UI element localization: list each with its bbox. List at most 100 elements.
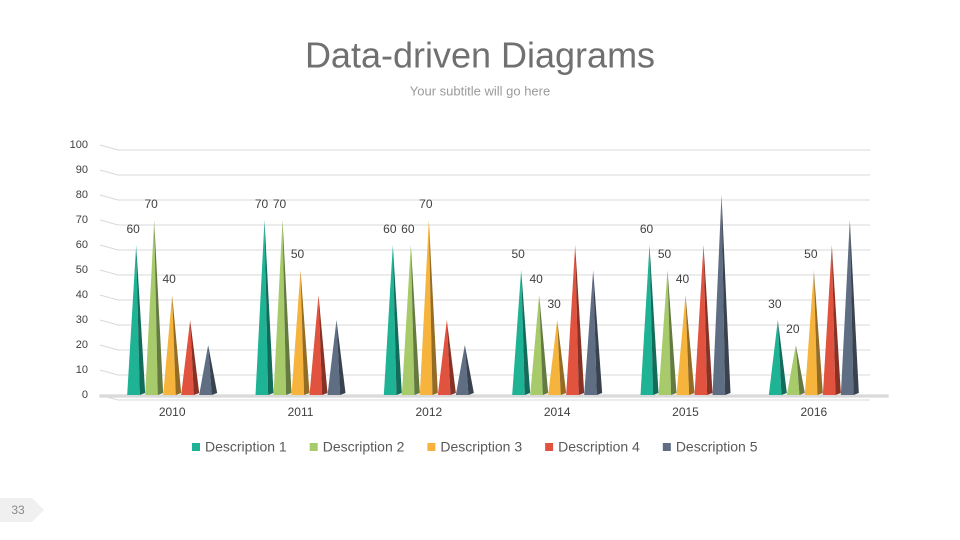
grid-line — [99, 344, 870, 351]
pyramid-side — [849, 220, 859, 395]
pyramid — [383, 245, 402, 395]
page-number: 33 — [11, 503, 25, 517]
x-tick-label: 2016 — [800, 405, 827, 419]
pyramid-side — [795, 345, 805, 395]
data-label: 20 — [786, 322, 800, 336]
pyramid-front — [840, 220, 854, 395]
pyramid-side — [464, 345, 474, 395]
pyramid-front — [309, 295, 323, 395]
pyramid-side — [593, 270, 603, 395]
pyramid — [786, 345, 805, 395]
pyramid — [804, 270, 823, 395]
pyramid-front — [676, 295, 690, 395]
pyramid-side — [649, 245, 659, 395]
data-label: 30 — [547, 297, 561, 311]
data-label: 60 — [126, 222, 140, 236]
pyramid-side — [190, 320, 200, 395]
pyramid-front — [455, 345, 469, 395]
y-tick-label: 0 — [82, 389, 88, 401]
pyramid-front — [437, 320, 451, 395]
pyramid-front — [768, 320, 782, 395]
legend-swatch — [192, 443, 200, 451]
pyramid-side — [428, 220, 438, 395]
pyramid — [127, 245, 146, 395]
pyramid-side — [136, 245, 146, 395]
pyramid-front — [383, 245, 397, 395]
pyramid-front — [566, 245, 579, 395]
y-tick-label: 70 — [76, 214, 88, 226]
grid-line — [99, 319, 870, 326]
chart-title: Data-driven Diagrams — [305, 35, 655, 76]
pyramid-side — [539, 295, 549, 395]
pyramid-side — [336, 320, 346, 395]
pyramid-front — [512, 270, 525, 395]
legend-swatch — [662, 443, 671, 451]
grid-line — [99, 269, 870, 276]
grid-line — [99, 369, 870, 376]
pyramid — [309, 295, 328, 395]
pyramid-side — [410, 245, 420, 395]
data-label: 40 — [529, 272, 543, 286]
pyramid-side — [667, 270, 677, 395]
legend-swatch — [427, 443, 436, 451]
x-tick-label: 2011 — [288, 405, 314, 419]
data-label: 50 — [511, 247, 525, 261]
grid-line — [99, 144, 870, 151]
pyramid — [584, 270, 603, 395]
pyramid-front — [291, 270, 305, 395]
pyramid — [694, 245, 713, 395]
pyramid-front — [327, 320, 341, 395]
pyramid — [822, 245, 841, 395]
pyramid — [255, 220, 274, 395]
data-label: 50 — [804, 247, 818, 261]
y-tick-label: 90 — [76, 164, 88, 176]
pyramid-side — [521, 270, 531, 395]
pyramid-side — [264, 220, 274, 395]
pyramid-side — [557, 320, 567, 395]
pyramid — [455, 345, 474, 395]
pyramid-side — [575, 245, 585, 395]
pyramid — [199, 345, 218, 395]
pyramid-front — [199, 345, 212, 395]
floor — [99, 394, 889, 398]
pyramid-side — [392, 245, 402, 395]
pyramid — [640, 245, 659, 395]
x-tick-label: 2015 — [672, 405, 699, 419]
pyramid-front — [786, 345, 800, 395]
y-tick-label: 30 — [76, 314, 88, 326]
pyramid — [530, 295, 549, 395]
pyramid — [401, 245, 420, 395]
page-tag — [0, 498, 44, 522]
pyramid-side — [831, 245, 841, 395]
data-label: 30 — [768, 297, 782, 311]
pyramid — [181, 320, 200, 395]
x-tick-label: 2012 — [415, 405, 442, 419]
grid-line — [99, 194, 870, 201]
pyramid-side — [446, 320, 456, 395]
data-label: 60 — [640, 222, 654, 236]
pyramid-front — [181, 320, 194, 395]
pyramid-front — [127, 245, 140, 395]
pyramid-front — [712, 195, 726, 395]
x-tick-label: 2014 — [544, 405, 571, 419]
pyramid-front — [419, 220, 433, 395]
y-tick-label: 60 — [76, 239, 88, 251]
pyramid-side — [703, 245, 713, 395]
pyramid-side — [300, 270, 310, 395]
legend-swatch — [545, 443, 554, 451]
grid-line — [99, 244, 870, 251]
legend-label: Description 3 — [440, 439, 522, 455]
pyramid — [437, 320, 456, 395]
data-label: 70 — [144, 197, 158, 211]
pyramid — [273, 220, 292, 395]
pyramid — [676, 295, 695, 395]
x-tick-label: 2010 — [159, 405, 186, 419]
data-label: 70 — [255, 197, 269, 211]
pyramid-side — [777, 320, 787, 395]
grid-line — [99, 219, 870, 226]
pyramid-side — [208, 345, 218, 395]
legend-label: Description 5 — [676, 439, 758, 455]
pyramid-side — [685, 295, 695, 395]
